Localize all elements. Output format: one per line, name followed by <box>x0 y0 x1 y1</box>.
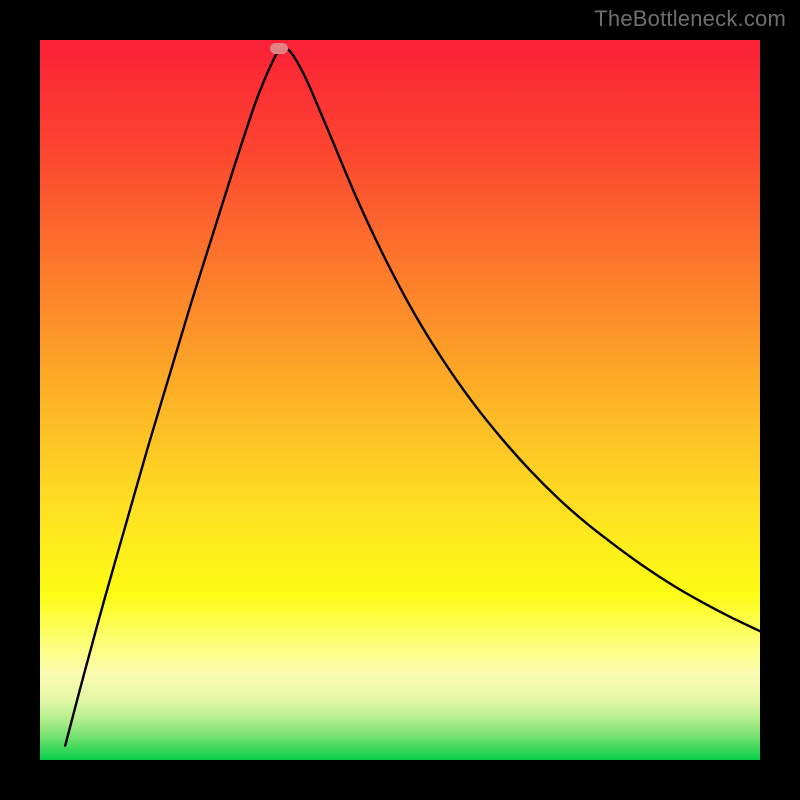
watermark-text: TheBottleneck.com <box>594 6 786 32</box>
plot-area <box>40 40 760 760</box>
minimum-marker <box>270 43 288 54</box>
chart-svg <box>40 40 760 760</box>
gradient-background <box>40 40 760 760</box>
chart-frame: TheBottleneck.com <box>0 0 800 800</box>
